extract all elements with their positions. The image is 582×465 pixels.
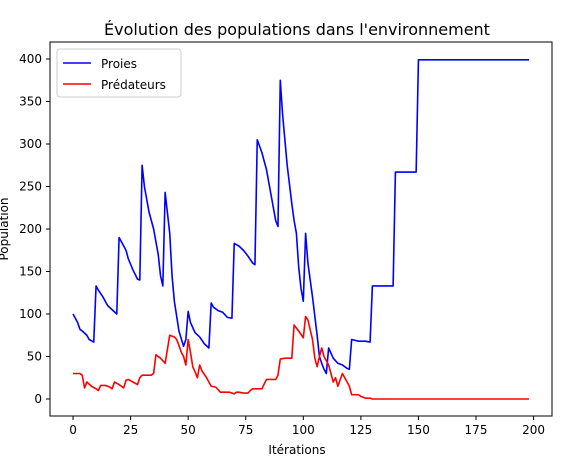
series-layer (72, 59, 529, 400)
x-axis-ticks: 0 25 50 75 100 125 150 175 200 (69, 416, 545, 437)
x-tick-label: 100 (292, 423, 315, 437)
y-tick-label: 50 (27, 350, 42, 364)
legend: Proies Prédateurs (56, 48, 182, 98)
y-tick-label: 350 (19, 95, 42, 109)
y-tick-label: 250 (19, 180, 42, 194)
x-tick-label: 125 (349, 423, 372, 437)
series-line-predateurs (73, 315, 529, 400)
x-tick-label: 175 (465, 423, 488, 437)
chart-title: Évolution des populations dans l'environ… (104, 20, 490, 39)
x-tick-label: 75 (238, 423, 253, 437)
series-line-proies (72, 59, 529, 375)
legend-box (56, 48, 182, 98)
x-tick-label: 200 (522, 423, 545, 437)
y-tick-label: 0 (34, 392, 42, 406)
x-tick-label: 0 (69, 423, 77, 437)
x-tick-label: 25 (123, 423, 138, 437)
plot-area-frame (49, 41, 553, 417)
y-tick-label: 400 (19, 52, 42, 66)
y-tick-label: 200 (19, 222, 42, 236)
y-tick-label: 150 (19, 265, 42, 279)
x-tick-label: 150 (407, 423, 430, 437)
y-tick-label: 100 (19, 307, 42, 321)
x-axis-label: Itérations (268, 443, 325, 457)
x-tick-label: 50 (181, 423, 196, 437)
y-axis-label: Population (0, 197, 11, 260)
y-axis-ticks: 0 50 100 150 200 250 300 350 400 (19, 52, 50, 406)
legend-label: Proies (101, 57, 137, 71)
legend-label: Prédateurs (101, 78, 166, 92)
y-tick-label: 300 (19, 137, 42, 151)
